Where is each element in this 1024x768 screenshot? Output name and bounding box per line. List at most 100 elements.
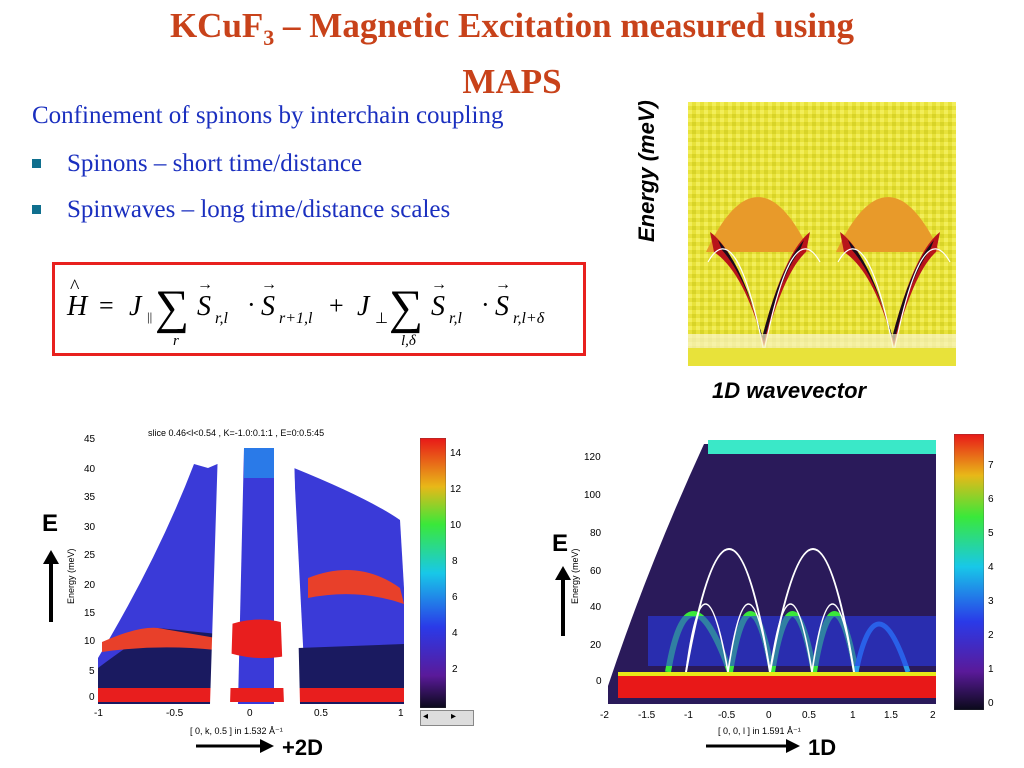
eq-S3: S [431,291,445,322]
up-arrow-icon [555,566,571,636]
left-ytick: 35 [84,492,96,503]
right-cbtick: 2 [988,630,994,641]
eq-dot: · [247,290,256,319]
eq-sum1-sub: r [173,333,179,349]
left-cbtick: 12 [450,484,462,495]
left-ytick: 45 [84,434,96,445]
left-colorbar [420,438,446,708]
right-xtick: -0.5 [718,710,736,721]
eq-equals: = [99,291,114,320]
vector-arrow-icon: → [261,276,277,293]
subtitle: Confinement of spinons by interchain cou… [32,102,504,129]
slide-title: KCuF3 – Magnetic Excitation measured usi… [40,4,984,104]
eq-S2-sub: r+1,l [279,310,313,327]
eq-J-perp: J [357,291,371,322]
sum-icon: ∑ [155,281,189,334]
left-cbtick: 2 [452,664,458,675]
eq-S4: S [495,291,509,322]
eq-plus: + [329,291,344,320]
eq-S1: S [197,291,211,322]
left-xtick: 0 [247,708,253,719]
right-cbtick: 0 [988,698,994,709]
bullet-text: Spinwaves – long time/distance scales [67,196,451,223]
right-xtick: 2 [930,710,936,721]
right-cbtick: 7 [988,460,994,471]
eq-dot: · [481,290,490,319]
heatmap-ylabel: Energy (meV) [634,100,659,242]
right-ytick: 20 [590,640,602,651]
right-ytick: 40 [590,602,602,613]
left-ytick: 10 [84,636,96,647]
left-cbtick: 10 [450,520,462,531]
heatmap-xlabel: 1D wavevector [712,378,867,403]
left-xlabel: [ 0, k, 0.5 ] in 1.532 Å⁻¹ [190,726,283,736]
left-plot: slice 0.46<l<0.54 , K=-1.0:0.1:1 , E=0:0… [62,428,482,768]
scroll-left-icon[interactable]: ◂ [423,711,429,722]
right-arrow-icon [196,739,274,753]
right-xlabel: [ 0, 0, l ] in 1.591 Å⁻¹ [718,726,801,736]
left-xtick: -1 [94,708,103,719]
right-cbtick: 3 [988,596,994,607]
eq-J-perp-sub: ⊥ [375,311,388,327]
left-ytick: 25 [84,550,96,561]
vector-arrow-icon: → [431,276,447,293]
left-arrow-label: +2D [282,735,323,760]
right-arrow-label: 1D [808,735,837,760]
hamiltonian-equation: H ^ = J || ∑ r S → r,l · S → r+1,l + J ⊥… [66,276,545,349]
eq-H: H [66,291,89,322]
right-energy-label: E [552,530,569,557]
right-xtick: -1 [684,710,693,721]
title-rest: – Magnetic Excitation measured using [274,6,855,45]
heatmap-1d-image [688,102,956,366]
title-main: KCuF [169,6,264,45]
bullet-text: Spinons – short time/distance [67,150,363,177]
right-plot-image [608,436,936,704]
left-cbtick: 6 [452,592,458,603]
colorbar-scroll-control[interactable]: ◂ ▸ [420,710,474,726]
eq-S1-sub: r,l [215,310,228,327]
left-ytick: 30 [84,522,96,533]
left-xtick: -0.5 [166,708,184,719]
left-ytick: 0 [89,692,95,703]
left-ytick: 15 [84,608,96,619]
right-xtick: -1.5 [638,710,656,721]
eq-J-parallel-sub: || [147,309,152,324]
left-xtick: 0.5 [314,708,328,719]
up-arrow-icon [43,550,59,622]
left-plot-header: slice 0.46<l<0.54 , K=-1.0:0.1:1 , E=0:0… [148,428,325,438]
right-ytick: 80 [590,528,602,539]
right-ytick: 0 [596,676,602,687]
right-plot: 120 100 80 60 40 20 0 Energy (meV) -2 -1… [560,430,1000,766]
right-ytick: 120 [584,452,601,463]
eq-S3-sub: r,l [449,310,462,327]
bullet-item-spinons: Spinons – short time/distance [32,150,362,178]
scroll-right-icon[interactable]: ▸ [451,711,457,722]
left-cbtick: 4 [452,628,458,639]
vector-arrow-icon: → [495,276,511,293]
left-cbtick: 14 [450,448,462,459]
sum-icon: ∑ [389,281,423,334]
right-xtick: 1 [850,710,856,721]
right-cbtick: 5 [988,528,994,539]
left-ytick: 40 [84,464,96,475]
left-xtick: 1 [398,708,404,719]
left-plot-image [98,438,404,704]
bullet-square-icon [32,158,41,168]
eq-S2: S [261,291,275,322]
left-cbtick: 8 [452,556,458,567]
right-arrow-icon [706,739,800,753]
right-colorbar [954,434,984,710]
right-ytick: 60 [590,566,602,577]
hamiltonian-box: H ^ = J || ∑ r S → r,l · S → r+1,l + J ⊥… [52,262,586,356]
left-energy-label: E [42,510,59,537]
right-cbtick: 6 [988,494,994,505]
right-xtick: 0 [766,710,772,721]
left-ytick: 5 [89,666,95,677]
right-cbtick: 1 [988,664,994,675]
bullet-item-spinwaves: Spinwaves – long time/distance scales [32,196,450,224]
bullet-square-icon [32,204,41,214]
right-xtick: -2 [600,710,609,721]
right-xtick: 0.5 [802,710,816,721]
left-ylabel: Energy (meV) [66,548,76,604]
eq-S4-sub: r,l+δ [513,310,545,327]
